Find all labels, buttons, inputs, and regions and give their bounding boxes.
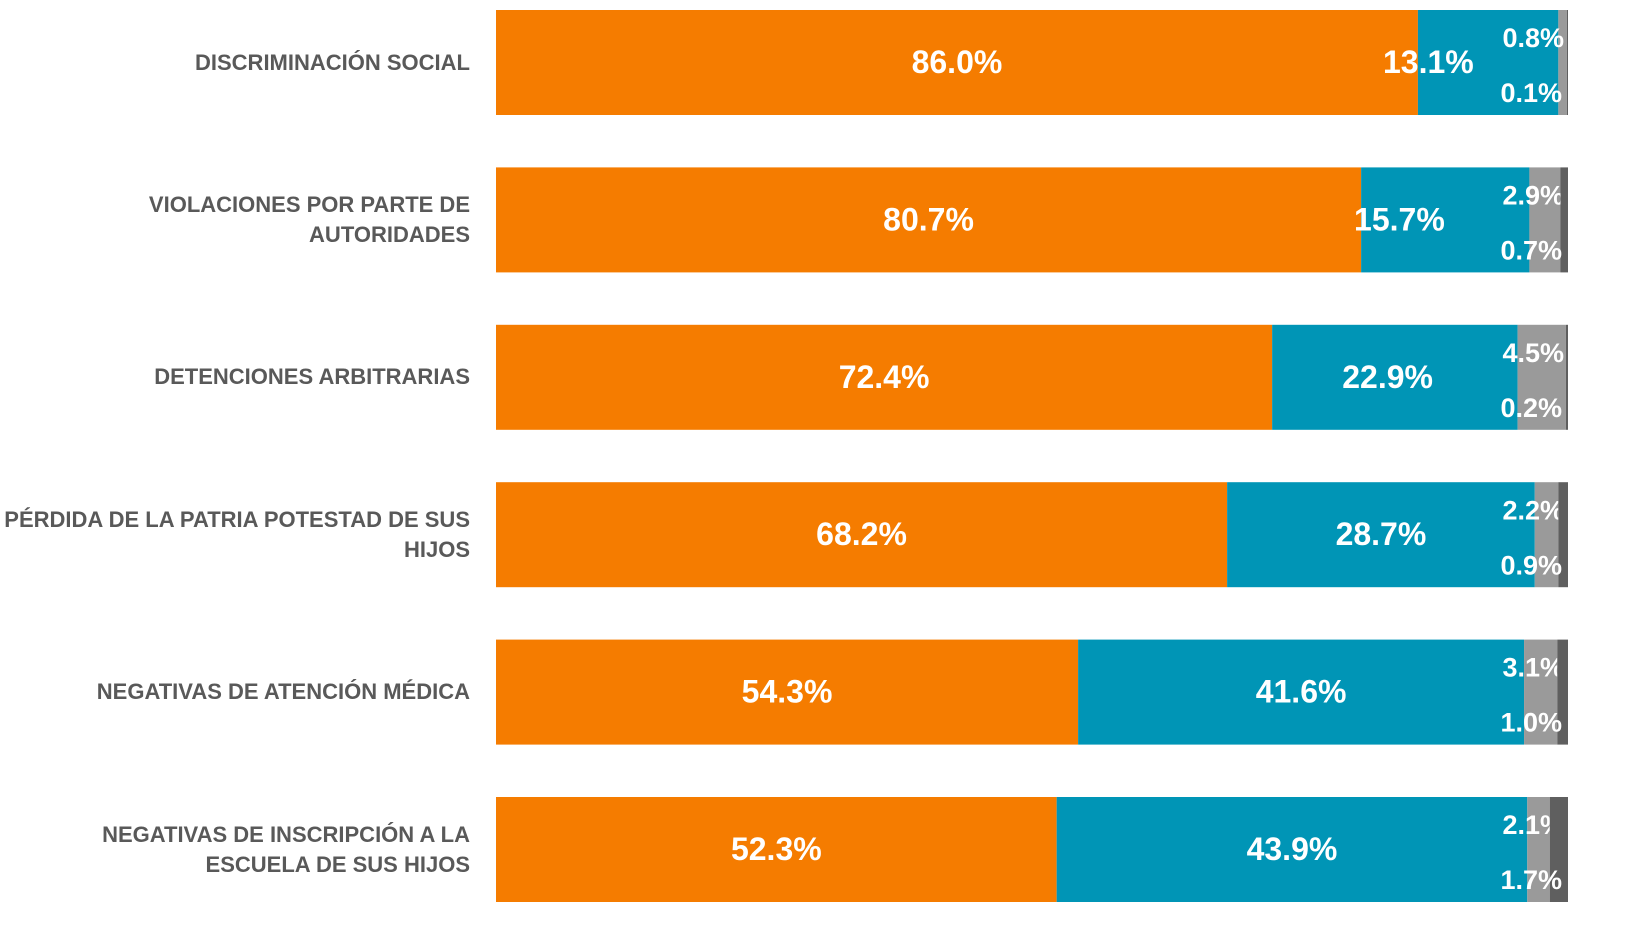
value-label: 13.1%	[1383, 44, 1474, 80]
bar-segment	[496, 167, 1362, 273]
value-label: 41.6%	[1256, 674, 1347, 710]
value-label: 28.7%	[1336, 516, 1427, 552]
value-label: 0.7%	[1500, 236, 1562, 266]
value-label: 1.0%	[1500, 708, 1562, 738]
bar-segment	[1361, 167, 1530, 273]
value-label: 2.2%	[1502, 495, 1564, 525]
value-label: 68.2%	[816, 516, 907, 552]
category-label: VIOLACIONES POR PARTE DE AUTORIDADES	[148, 191, 470, 247]
bar-segment	[1565, 324, 1568, 430]
bar-segment	[1560, 167, 1568, 273]
category-label: DETENCIONES ARBITRARIAS	[154, 364, 470, 390]
bar-segment	[1557, 639, 1568, 745]
bar-segment	[1558, 10, 1567, 115]
bar-segment	[1534, 482, 1559, 588]
bar-segment	[1517, 324, 1566, 430]
bar-segment	[496, 324, 1273, 430]
category-label: PÉRDIDA DE LA PATRIA POTESTAD DE SUS HIJ…	[4, 506, 470, 562]
bar-segment	[1417, 10, 1559, 115]
value-label: 86.0%	[912, 44, 1003, 80]
value-label: 0.1%	[1500, 78, 1562, 108]
category-label: DISCRIMINACIÓN SOCIAL	[195, 49, 470, 75]
value-label: 54.3%	[742, 674, 833, 710]
bar-segment	[1549, 797, 1568, 902]
bar-segment	[1056, 797, 1528, 902]
bar-segment	[1529, 167, 1561, 273]
value-label: 4.5%	[1502, 338, 1564, 368]
bar-segment	[496, 639, 1079, 745]
value-label: 43.9%	[1247, 831, 1338, 867]
category-label: NEGATIVAS DE ATENCIÓN MÉDICA	[96, 679, 470, 705]
value-label: 72.4%	[839, 359, 930, 395]
bar-segment	[496, 10, 1418, 115]
value-label: 2.9%	[1502, 181, 1564, 211]
value-label: 52.3%	[731, 831, 822, 867]
bar-segment	[1566, 10, 1568, 115]
value-label: 1.7%	[1500, 865, 1562, 895]
value-label: 0.9%	[1500, 550, 1562, 580]
value-label: 3.1%	[1502, 653, 1564, 683]
bar-segment	[1272, 324, 1518, 430]
bar-segment	[496, 797, 1057, 902]
bar-segment	[1558, 482, 1568, 588]
value-label: 0.2%	[1500, 393, 1562, 423]
value-label: 80.7%	[883, 201, 974, 237]
bar-segment	[496, 482, 1228, 588]
value-label: 15.7%	[1354, 201, 1445, 237]
value-label: 22.9%	[1342, 359, 1433, 395]
bar-segment	[1524, 639, 1558, 745]
category-label: NEGATIVAS DE INSCRIPCIÓN A LA ESCUELA DE…	[102, 821, 470, 877]
bar-segment	[1078, 639, 1525, 745]
bar-segment	[1527, 797, 1550, 902]
value-label: 0.8%	[1502, 23, 1564, 53]
bar-segment	[1227, 482, 1535, 588]
